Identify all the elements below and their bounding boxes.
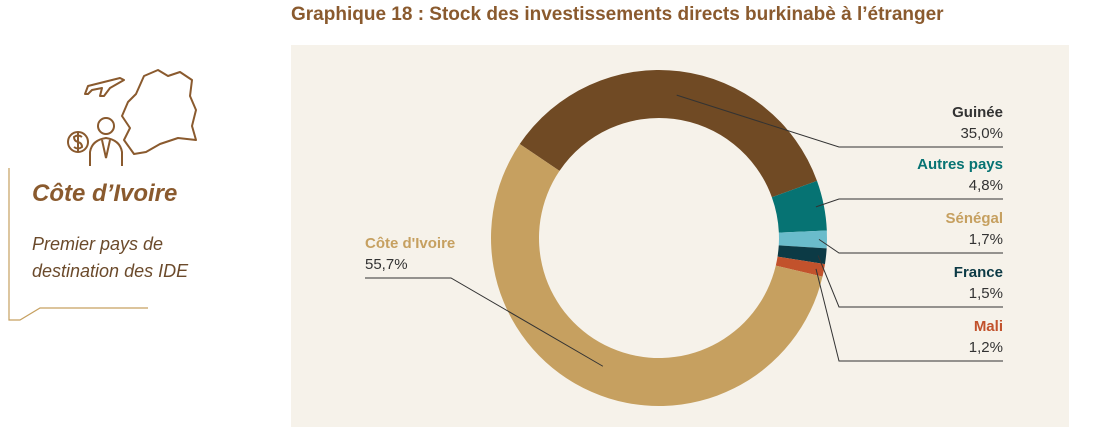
slice-guinee xyxy=(519,69,817,198)
value-label-guinee: 35,0% xyxy=(960,125,1003,142)
investor-icon xyxy=(89,117,123,166)
dollar-coin-icon xyxy=(67,131,89,153)
value-label-mali: 1,2% xyxy=(969,339,1003,356)
value-label-autres-pays: 4,8% xyxy=(969,177,1003,194)
leader-line-mali xyxy=(815,268,1003,362)
value-label-cote-d-ivoire: 55,7% xyxy=(365,256,408,273)
label-senegal: Sénégal xyxy=(945,210,1003,227)
donut-chart: Guinée 35,0% Autres pays 4,8% Sénégal 1,7% Fra… xyxy=(365,69,1003,407)
slice-senegal xyxy=(778,230,827,249)
airplane-icon xyxy=(84,77,125,97)
leader-line-senegal xyxy=(818,238,1003,254)
leader-line-france xyxy=(817,255,1003,308)
chart-title: Graphique 18 : Stock des investissements… xyxy=(291,4,944,25)
sidebar-heading: Côte d’Ivoire xyxy=(32,180,178,207)
side-panel: Côte d’Ivoire Premier pays de destinatio… xyxy=(0,0,260,433)
slice-cote-d-ivoire xyxy=(490,144,823,407)
slice-france xyxy=(777,245,827,265)
label-mali: Mali xyxy=(974,318,1003,335)
label-autres-pays: Autres pays xyxy=(917,156,1003,173)
leader-line-guinee xyxy=(676,94,1003,148)
side-illustration xyxy=(67,69,197,166)
value-label-senegal: 1,7% xyxy=(969,231,1003,248)
callout-frame xyxy=(8,168,148,321)
leader-line-cote-d-ivoire xyxy=(365,277,604,367)
label-france: France xyxy=(954,264,1003,281)
slice-mali xyxy=(775,256,825,277)
slice-autres-pays xyxy=(771,180,827,233)
value-label-france: 1,5% xyxy=(969,285,1003,302)
leader-line-autres-pays xyxy=(815,198,1003,208)
sidebar-subtitle-line: destination des IDE xyxy=(32,261,189,281)
sidebar-subtitle: Premier pays de destination des IDE xyxy=(32,231,242,285)
cote-divoire-map-icon xyxy=(121,69,197,155)
label-cote-d-ivoire: Côte d'Ivoire xyxy=(365,235,455,252)
label-guinee: Guinée xyxy=(952,104,1003,121)
sidebar-subtitle-line: Premier pays de xyxy=(32,234,164,254)
